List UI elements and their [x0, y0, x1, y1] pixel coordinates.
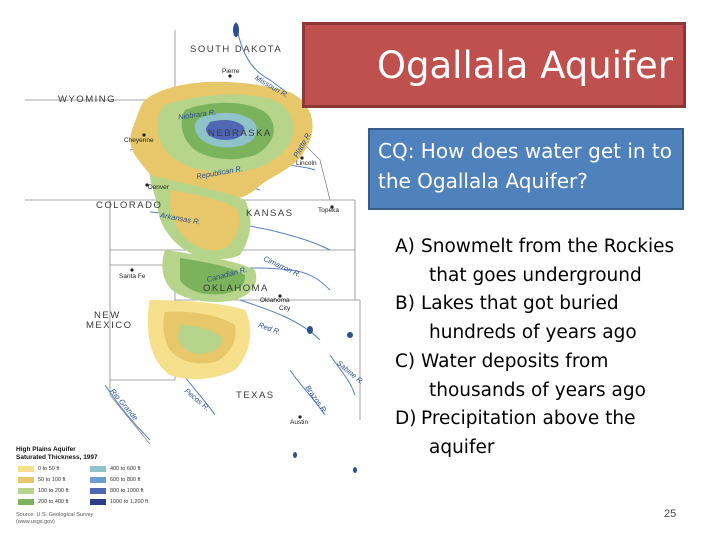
legend-swatch — [18, 488, 34, 494]
city-label-topeka: Topeka — [318, 207, 339, 214]
answer-list: A) Snowmelt from the Rockies that goes un… — [395, 233, 715, 463]
lakes — [233, 23, 357, 473]
legend-swatch-label: 100 to 200 ft — [38, 488, 69, 494]
city-dots — [130, 74, 334, 419]
legend-title-line1: High Plains Aquifer — [16, 446, 76, 453]
question-box: CQ: How does water get in to the Ogallal… — [368, 128, 684, 210]
city-label-lincoln: Lincoln — [296, 160, 317, 167]
answer-b-line1: Lakes that got buried — [421, 293, 619, 315]
state-label-nebraska: NEBRASKA — [208, 128, 272, 139]
state-label-south-dakota: SOUTH DAKOTA — [190, 44, 283, 55]
answer-a-label: A) — [395, 236, 415, 257]
state-label-new-mexico-line2: MEXICO — [86, 320, 133, 331]
city-label-santa-fe: Santa Fe — [119, 273, 146, 280]
legend-swatch — [18, 499, 34, 505]
answer-a-line1: Snowmelt from the Rockies — [421, 236, 675, 257]
legend-swatch — [90, 477, 106, 483]
legend-swatch — [18, 477, 34, 483]
legend-swatch-label: 600 to 800 ft — [110, 477, 141, 483]
answer-b-line2: hundreds of years ago — [429, 322, 637, 344]
state-label-kansas: KANSAS — [246, 208, 294, 219]
legend-swatch-label: 0 to 50 ft — [38, 466, 60, 472]
legend-swatch-label: 800 to 1000 ft — [110, 488, 144, 494]
state-label-texas: TEXAS — [236, 390, 275, 401]
legend-source-line2: (www.usgs.gov) — [16, 519, 55, 525]
aquifer-map — [25, 21, 361, 521]
answer-a-line2: that goes underground — [429, 264, 642, 286]
answer-d[interactable]: D) Precipitation above the aquifer — [395, 405, 715, 462]
map-legend: High Plains Aquifer Saturated Thickness,… — [12, 444, 242, 528]
legend-title-line2: Saturated Thickness, 1997 — [16, 454, 98, 461]
city-label-denver: Denver — [148, 184, 169, 191]
answer-c-label: C) — [395, 350, 416, 372]
legend-swatch — [90, 499, 106, 505]
answer-a[interactable]: A) Snowmelt from the Rockies that goes un… — [395, 233, 715, 290]
answer-c-line1: Water deposits from — [421, 350, 609, 372]
city-label-oklahoma-city-line1: Oklahoma — [260, 297, 290, 304]
city-label-austin: Austin — [290, 419, 309, 426]
page-number: 25 — [664, 508, 677, 520]
state-label-colorado: COLORADO — [96, 200, 163, 211]
aquifer-region — [130, 81, 313, 380]
state-label-new-mexico-line1: NEW — [94, 310, 121, 321]
city-label-pierre: Pierre — [222, 68, 240, 75]
answer-d-line1: Precipitation above the — [421, 408, 636, 430]
slide-title-box: Ogallala Aquifer — [302, 22, 686, 108]
answer-d-label: D) — [395, 408, 417, 430]
legend-source: Source: U.S. Geological Survey (www.usgs… — [16, 512, 93, 526]
legend-swatch-label: 1000 to 1,200 ft — [110, 499, 149, 505]
answer-b-label: B) — [395, 293, 415, 315]
legend-swatch-label: 400 to 600 ft — [110, 466, 141, 472]
legend-swatch — [90, 466, 106, 472]
answer-b[interactable]: B) Lakes that got buried hundreds of year… — [395, 290, 715, 347]
question-text: CQ: How does water get in to the Ogallal… — [378, 139, 673, 193]
city-label-cheyenne: Cheyenne — [124, 137, 154, 144]
legend-swatch-label: 200 to 400 ft — [38, 499, 69, 505]
answer-c[interactable]: C) Water deposits from thousands of years… — [395, 348, 715, 405]
answer-c-line2: thousands of years ago — [429, 379, 646, 401]
state-label-wyoming: WYOMING — [58, 94, 116, 105]
answer-d-line2: aquifer — [429, 436, 495, 458]
legend-swatch — [18, 466, 34, 472]
state-label-oklahoma: OKLAHOMA — [203, 283, 269, 294]
legend-source-line1: Source: U.S. Geological Survey — [16, 512, 94, 518]
slide-title: Ogallala Aquifer — [376, 43, 673, 87]
legend-swatch-label: 50 to 100 ft — [38, 477, 66, 483]
city-label-oklahoma-city-line2: City — [279, 305, 291, 312]
legend-swatch — [90, 488, 106, 494]
